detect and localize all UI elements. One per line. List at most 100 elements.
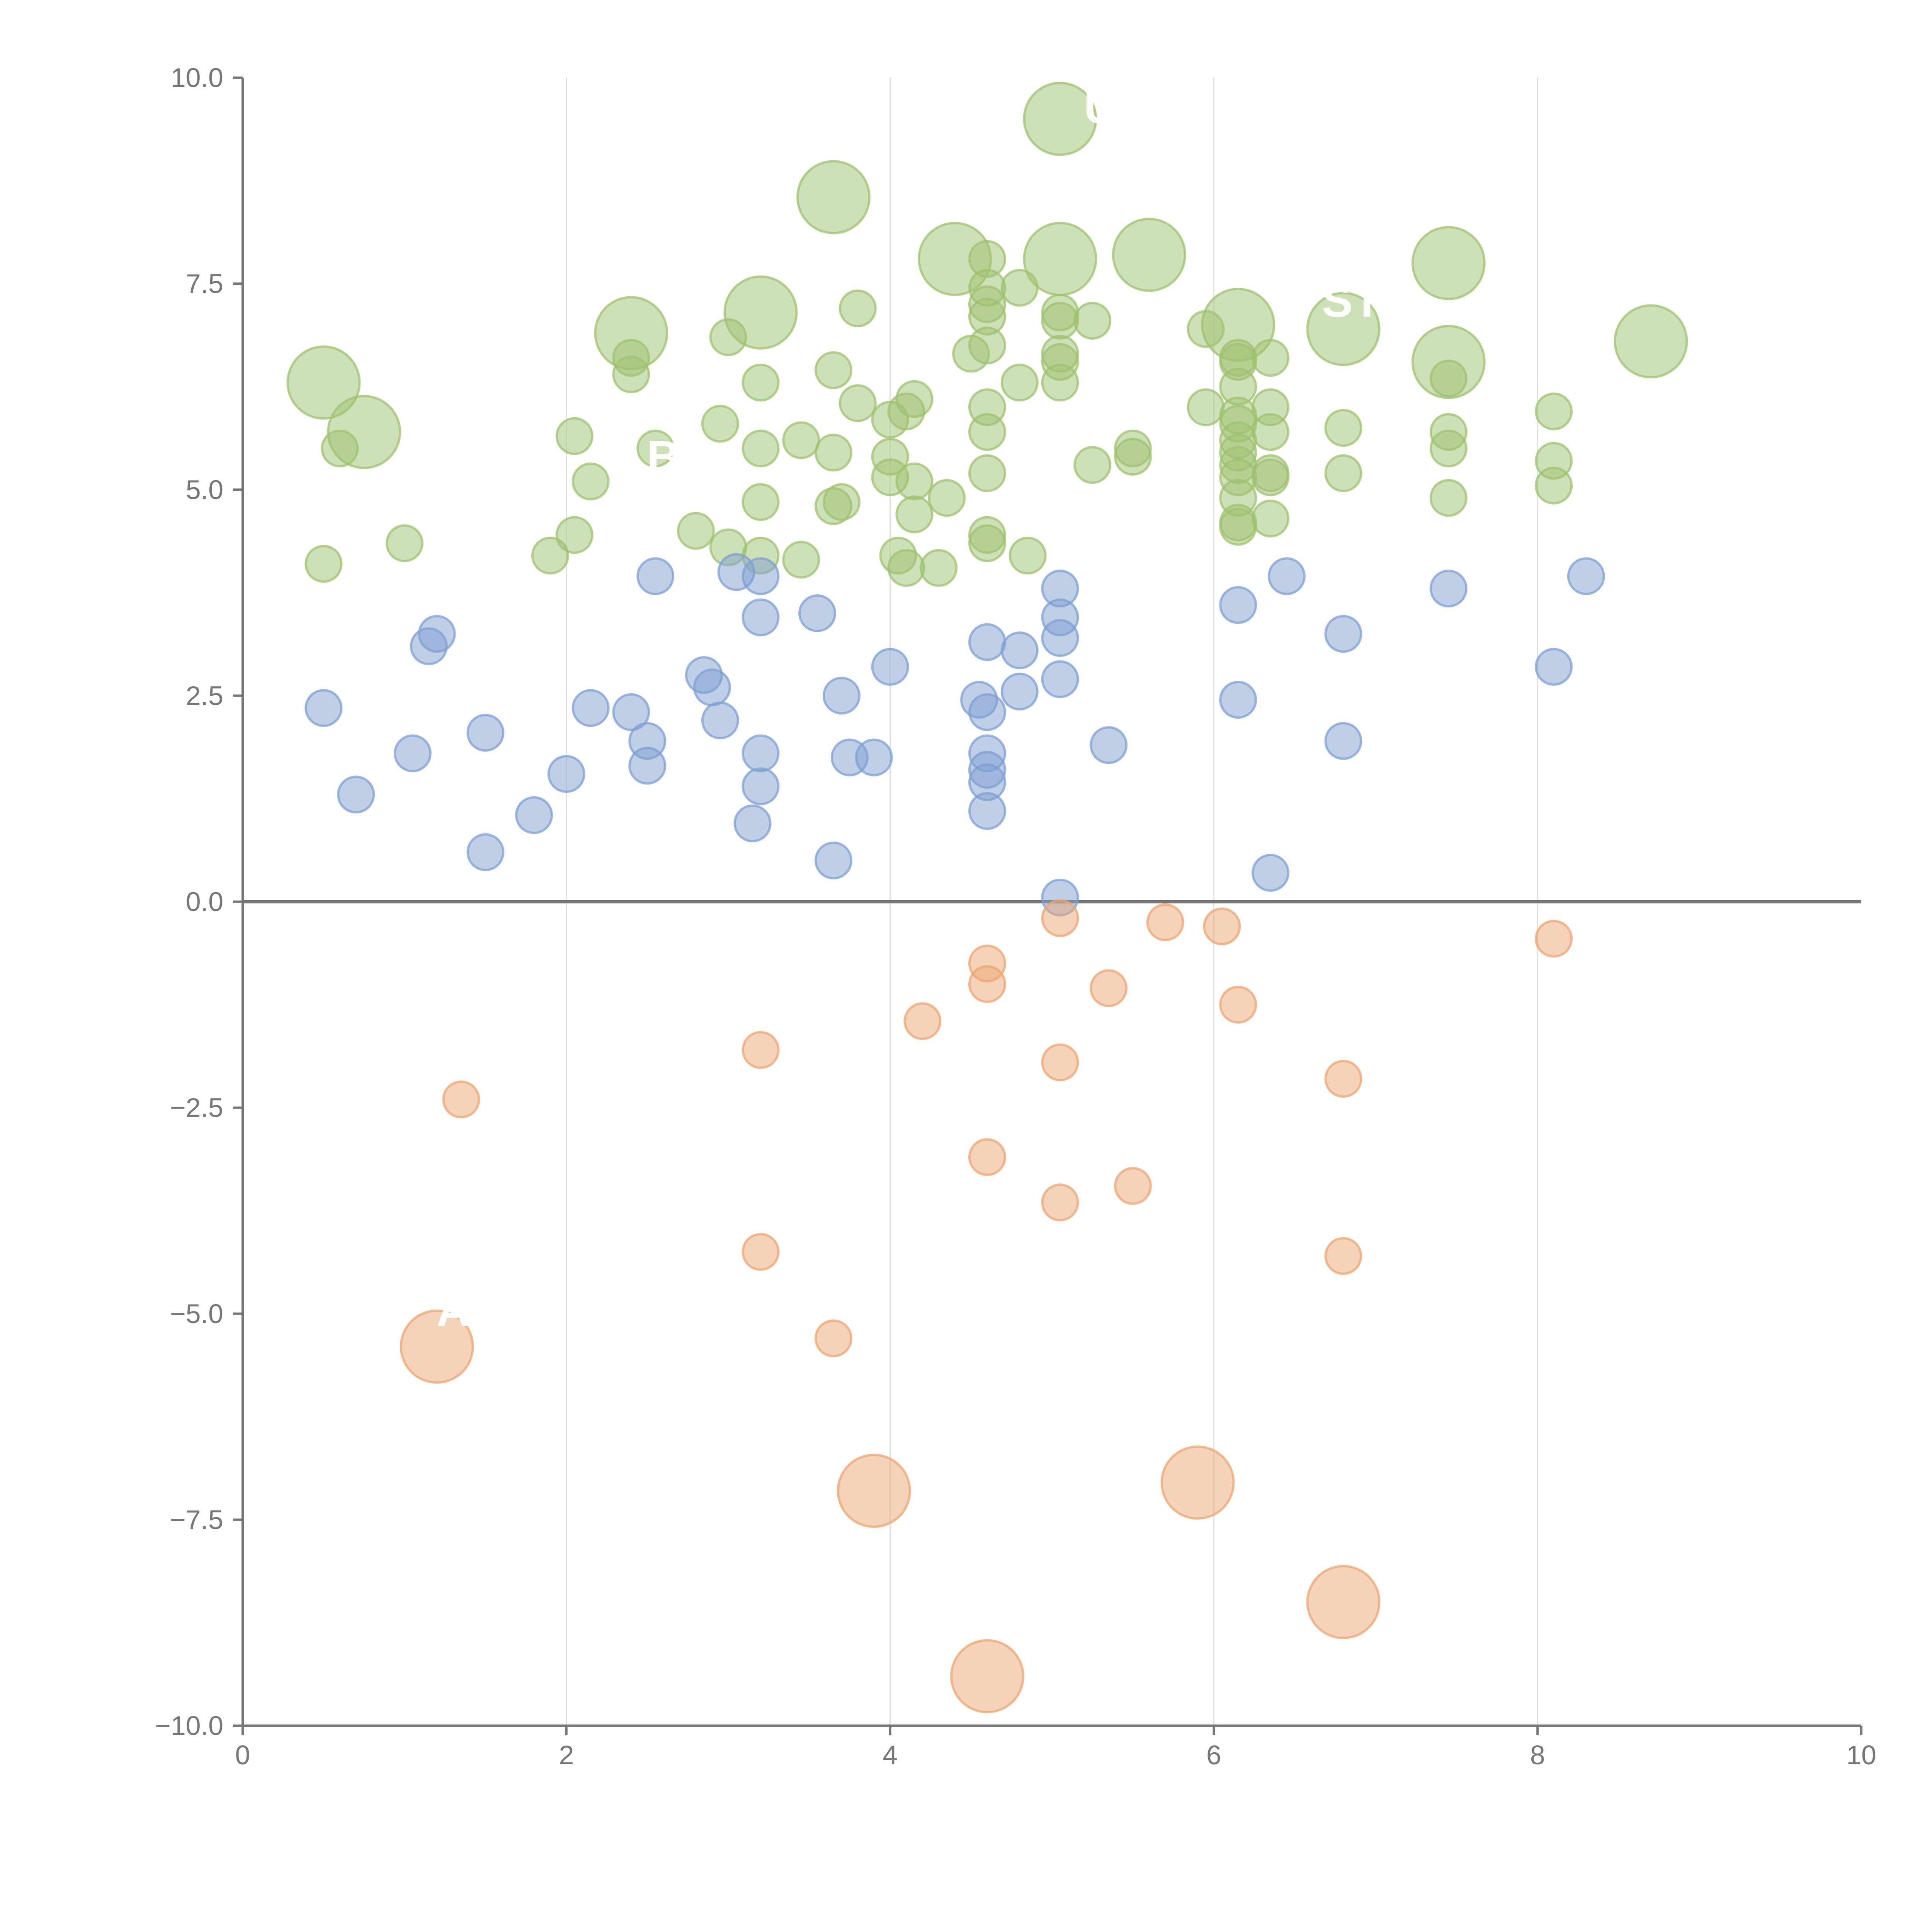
high-bubble [838,289,877,328]
low-bubble [822,677,861,715]
high-bubble [1252,499,1290,537]
low-bubble [742,557,780,595]
high-bubble [636,429,675,468]
low-bubble [547,755,585,793]
high-bubble [742,483,780,521]
high-bubble [887,549,925,587]
high-bubble [796,160,871,235]
low-bubble [968,792,1006,830]
low-bubble [1000,631,1039,670]
low-bubble [733,804,772,842]
y-tick-label: −10.0 [155,1711,223,1741]
high-bubble [701,405,739,443]
low-bubble [742,734,780,772]
high-bubble [1073,446,1112,484]
high-bubble [920,549,958,587]
low-bubble [1041,660,1079,698]
high-bubble [571,462,610,500]
low-bubble [612,693,650,731]
negative-bubble [1306,1565,1381,1639]
high-bubble [822,483,861,521]
low-bubble [855,738,893,777]
high-bubble [1252,339,1290,377]
low-bubble [1535,648,1573,686]
high-bubble [612,355,650,393]
negative-bubble [1041,899,1079,937]
annotation-layer: U ST A B [436,81,1381,1336]
x-tick-label: 0 [235,1740,250,1770]
high-bubble [321,429,359,468]
y-tick-label: 0.0 [186,887,223,917]
high-bubble [709,318,747,356]
y-tick-label: 2.5 [186,680,223,711]
high-bubble [782,541,820,579]
high-bubble [1614,304,1688,379]
low-bubble [1041,619,1079,657]
y-tick-label: −5.0 [170,1299,223,1329]
negative-bubble [1324,1237,1362,1275]
high-bubble [304,545,343,583]
high-bubble [814,434,852,472]
high-bubble [838,384,877,422]
high-bubble [928,479,966,517]
high-bubble [1112,218,1186,292]
negative-bubble [1160,1445,1235,1520]
high-bubble [1009,536,1047,575]
high-bubble [1041,364,1079,402]
high-bubble [968,413,1006,451]
low-bubble [571,689,610,727]
high-bubble [1324,409,1362,447]
low-bubble [1219,586,1257,624]
high-bubble [1023,82,1097,156]
low-bubble [1000,672,1039,711]
high-bubble [1429,429,1468,468]
high-bubble [385,524,423,562]
low-bubble [1252,854,1290,892]
low-bubble [1219,681,1257,719]
y-tick-label: −2.5 [170,1093,223,1123]
high-bubble [1219,508,1257,546]
negative-bubble [1535,920,1573,958]
low-bubble [1567,557,1605,595]
high-bubble [1114,437,1152,476]
x-tick-label: 8 [1530,1740,1545,1770]
low-bubble [798,594,837,633]
high-bubble [1073,302,1112,340]
high-bubble [742,429,780,468]
negative-bubble [1203,907,1241,946]
high-bubble [555,417,594,455]
x-tick-label: 6 [1206,1740,1221,1770]
negative-bubble [1146,903,1184,941]
low-bubble [701,701,739,740]
negative-bubble [814,1319,852,1357]
low-bubble [1324,615,1362,653]
negative-bubble [1041,1043,1079,1082]
negative-bubble [742,1233,780,1271]
high-bubble [968,454,1006,492]
high-bubble [895,462,934,500]
low-bubble [968,693,1006,731]
bubble-layer [286,82,1688,1714]
high-bubble [286,345,361,420]
y-tick-label: 7.5 [186,269,223,299]
high-bubble [1000,364,1039,402]
negative-bubble [400,1310,474,1384]
low-bubble [337,776,375,814]
low-bubble [742,767,780,805]
x-tick-label: 4 [883,1740,898,1770]
high-bubble [887,392,925,430]
high-bubble [1041,302,1079,340]
low-bubble [1429,570,1468,608]
low-bubble [515,796,553,834]
negative-bubble [1114,1167,1152,1205]
high-bubble [1187,388,1225,426]
high-bubble [1429,359,1468,398]
high-bubble [677,512,715,550]
negative-bubble [1041,1183,1079,1221]
bubble-annotation: U [1084,81,1117,133]
negative-bubble [837,1454,911,1528]
low-bubble [393,734,432,772]
x-tick-label: 2 [559,1740,574,1770]
low-bubble [466,833,505,871]
bubble-annotation: ST [1322,275,1381,327]
